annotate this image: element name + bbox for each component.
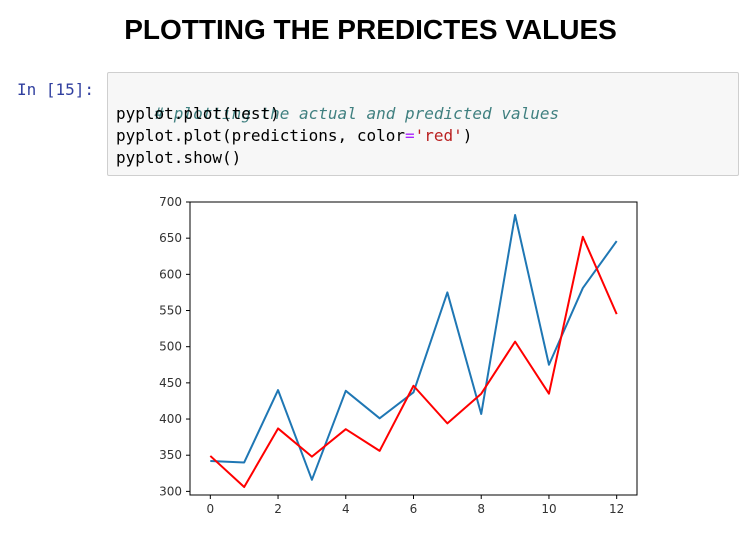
y-tick-label: 550	[159, 304, 182, 318]
x-tick-label: 2	[274, 502, 282, 516]
code-text: )	[462, 126, 473, 145]
y-tick-label: 600	[159, 267, 182, 281]
x-tick-label: 8	[477, 502, 485, 516]
x-tick-label: 6	[410, 502, 418, 516]
actual-series-line	[210, 214, 618, 481]
code-line-3: pyplot.plot(predictions, color='red')	[116, 125, 472, 147]
y-tick-label: 400	[159, 412, 182, 426]
y-axis: 300 350 400 450 500 550 600 650 700	[159, 195, 190, 498]
code-line-1: # plotting the actual and predicted valu…	[116, 81, 560, 147]
y-tick-label: 450	[159, 376, 182, 390]
x-tick-label: 10	[541, 502, 556, 516]
page-title: PLOTTING THE PREDICTES VALUES	[124, 14, 617, 45]
code-line-4: pyplot.show()	[116, 148, 242, 167]
y-tick-label: 700	[159, 195, 182, 209]
line-chart: 0 2 4 6 8 10 12 300 350 400 450 500 550 600 650 700	[159, 195, 638, 516]
x-axis: 0 2 4 6 8 10 12	[206, 495, 624, 516]
cell-prompt: In [15]:	[17, 80, 95, 99]
code-cell[interactable]: # plotting the actual and predicted valu…	[107, 72, 739, 176]
y-tick-label: 500	[159, 340, 182, 354]
code-text: pyplot.plot(predictions, color	[116, 126, 405, 145]
y-tick-label: 300	[159, 484, 182, 498]
code-line-2: pyplot.plot(test)	[116, 104, 280, 123]
code-string: 'red'	[414, 126, 463, 145]
series-group	[209, 214, 618, 489]
plot-area	[189, 201, 638, 496]
predicted-series-line	[209, 235, 618, 489]
code-operator: =	[404, 126, 415, 145]
x-tick-label: 12	[609, 502, 624, 516]
x-tick-label: 0	[206, 502, 214, 516]
code-comment: # plotting the actual and predicted valu…	[154, 104, 560, 123]
x-tick-label: 4	[342, 502, 350, 516]
y-tick-label: 650	[159, 231, 182, 245]
y-tick-label: 350	[159, 448, 182, 462]
